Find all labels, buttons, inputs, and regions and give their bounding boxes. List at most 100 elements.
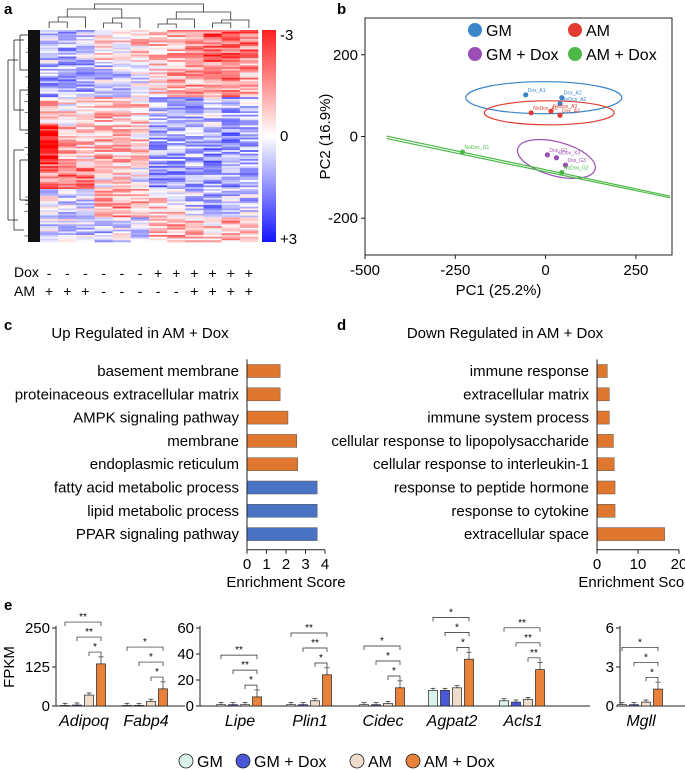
enrichment-bar <box>246 364 281 378</box>
heatmap-cell <box>94 236 113 239</box>
heatmap-cell <box>40 72 59 75</box>
heatmap-cell <box>149 136 168 139</box>
heatmap-cell <box>76 61 95 64</box>
heatmap-cell <box>185 150 204 153</box>
y-tick-label: 20 <box>177 672 194 689</box>
heatmap-cell <box>185 167 204 170</box>
heatmap-cell <box>221 146 241 149</box>
heatmap-cell <box>167 139 186 142</box>
heatmap-cell <box>239 148 259 151</box>
enrichment-bar <box>596 387 610 402</box>
dox-sign: - <box>47 265 52 281</box>
heatmap-cell <box>112 210 132 213</box>
heatmap-cell <box>149 40 168 43</box>
heatmap-cell <box>149 130 168 133</box>
heatmap-cell <box>239 139 259 142</box>
heatmap-cell <box>130 189 150 192</box>
heatmap-cell <box>167 213 186 216</box>
heatmap-cell <box>94 187 113 190</box>
heatmap-cell <box>149 180 168 183</box>
heatmap-cell <box>239 143 259 146</box>
heatmap-cell <box>112 105 132 109</box>
heatmap-cell <box>76 203 95 206</box>
enrichment-bar <box>246 457 298 471</box>
heatmap-cell <box>221 74 241 77</box>
heatmap-cell <box>130 227 150 230</box>
heatmap-cell <box>94 173 113 176</box>
heatmap-cell <box>185 158 204 162</box>
heatmap-cell <box>239 196 259 199</box>
enrichment-bar <box>246 387 281 402</box>
heatmap-cell <box>221 35 241 38</box>
heatmap-cell <box>221 162 241 165</box>
heatmap-cell <box>203 95 222 98</box>
heatmap-cell <box>149 185 168 188</box>
heatmap-cell <box>221 51 241 54</box>
heatmap-cell <box>221 144 241 147</box>
heatmap-cell <box>221 136 241 139</box>
heatmap-cell <box>167 132 186 135</box>
heatmap-cell <box>94 167 113 170</box>
heatmap-cell <box>239 97 259 100</box>
heatmap-cell <box>149 61 168 64</box>
heatmap-cell <box>239 125 259 128</box>
heatmap-cell <box>203 70 222 73</box>
heatmap-cell <box>76 123 95 126</box>
heatmap-cell <box>149 120 168 123</box>
heatmap-cell <box>76 238 95 241</box>
heatmap-cell <box>185 88 204 91</box>
heatmap-cell <box>40 84 59 87</box>
heatmap-cell <box>130 102 150 105</box>
heatmap-cell <box>94 104 113 107</box>
heatmap-cell <box>76 231 95 234</box>
dendrogram-branch <box>103 22 123 28</box>
heatmap-cell <box>221 38 241 41</box>
heatmap-cell <box>221 102 241 105</box>
heatmap-cell <box>112 88 132 91</box>
heatmap-cell <box>112 144 132 147</box>
heatmap-cell <box>185 113 204 116</box>
heatmap-cell <box>130 54 150 57</box>
heatmap-cell <box>167 79 186 82</box>
heatmap-cell <box>239 197 259 200</box>
heatmap-cell <box>221 44 241 47</box>
gene-label: Plin1 <box>292 713 328 730</box>
significance-label: * <box>93 642 97 653</box>
heatmap-cell <box>185 49 204 52</box>
heatmap-cell <box>94 234 113 237</box>
dendrogram-branch <box>94 3 204 12</box>
significance-bracket <box>387 675 401 680</box>
heatmap-cell <box>167 180 186 183</box>
legend-swatch <box>178 753 194 769</box>
heatmap-cell <box>40 118 59 121</box>
pca-point <box>544 152 550 158</box>
heatmap-cell <box>40 155 59 158</box>
heatmap-cell <box>221 220 241 223</box>
heatmap-cells <box>40 30 259 243</box>
heatmap-cell <box>167 174 186 177</box>
heatmap-cell <box>167 210 186 213</box>
heatmap-cell <box>149 65 168 68</box>
heatmap-cell <box>58 219 77 222</box>
heatmap-cell <box>239 102 259 105</box>
heatmap-cell <box>40 153 59 156</box>
enrichment-bar <box>596 480 616 495</box>
heatmap-cell <box>239 167 259 170</box>
heatmap-cell <box>94 67 113 70</box>
heatmap-cell <box>239 206 259 209</box>
heatmap-cell <box>76 111 95 114</box>
heatmap-cell <box>94 157 113 160</box>
heatmap-cell <box>221 231 241 234</box>
heatmap-cell <box>185 233 204 236</box>
heatmap-cell <box>167 65 186 68</box>
heatmap-cell <box>239 174 259 177</box>
am-sign: - <box>101 283 106 299</box>
heatmap-cell <box>130 134 150 137</box>
heatmap-cell <box>167 219 186 222</box>
heatmap-cell <box>185 97 204 100</box>
heatmap-cell <box>40 127 59 130</box>
heatmap-cell <box>58 121 77 124</box>
heatmap-cell <box>185 194 204 197</box>
gene-label: Acls1 <box>502 713 542 730</box>
